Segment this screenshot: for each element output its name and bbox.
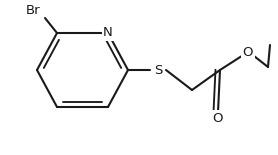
- Text: O: O: [213, 111, 223, 124]
- Text: S: S: [154, 64, 162, 77]
- Text: O: O: [243, 46, 253, 58]
- Text: N: N: [103, 27, 113, 40]
- Text: Br: Br: [26, 4, 40, 16]
